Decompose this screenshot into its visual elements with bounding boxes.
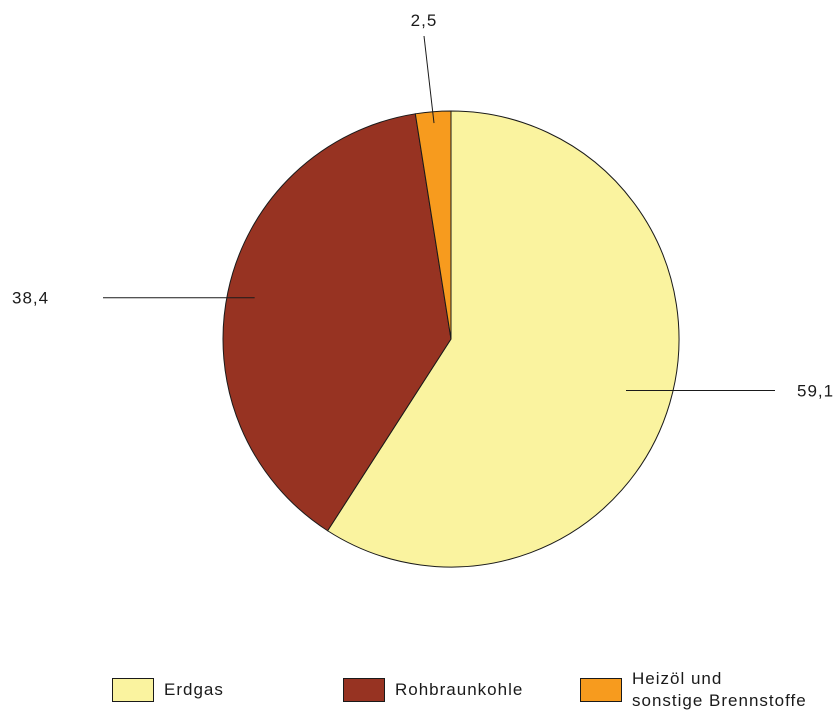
- legend-item-heizoel: Heizöl und sonstige Brennstoffe: [580, 668, 807, 712]
- legend-swatch-erdgas: [112, 678, 154, 702]
- value-label-heizoel: 2,5: [411, 11, 438, 30]
- legend-swatch-rohbraunkohle: [343, 678, 385, 702]
- pie-slice-rohbraunkohle: [222, 113, 452, 532]
- value-label-erdgas: 59,1: [797, 381, 834, 400]
- pie-slice-erdgas: [326, 110, 680, 568]
- pie-chart: 59,1 38,4 2,5: [12, 11, 834, 568]
- legend-label-rohbraunkohle: Rohbraunkohle: [395, 680, 524, 699]
- legend-item-rohbraunkohle: Rohbraunkohle: [343, 668, 523, 702]
- value-label-rohbraunkohle: 38,4: [12, 289, 49, 308]
- legend-label-erdgas: Erdgas: [164, 680, 224, 699]
- legend-swatch-heizoel: [580, 678, 622, 702]
- legend: Erdgas Rohbraunkohle Heizöl und sonstige…: [0, 668, 840, 717]
- pie-slices: [222, 110, 680, 568]
- leader-line-heizoel: [423, 35, 435, 124]
- legend-item-erdgas: Erdgas: [112, 668, 224, 702]
- legend-label-heizoel: Heizöl und sonstige Brennstoffe: [632, 669, 807, 710]
- pie-value-labels: 59,1 38,4 2,5: [12, 11, 834, 400]
